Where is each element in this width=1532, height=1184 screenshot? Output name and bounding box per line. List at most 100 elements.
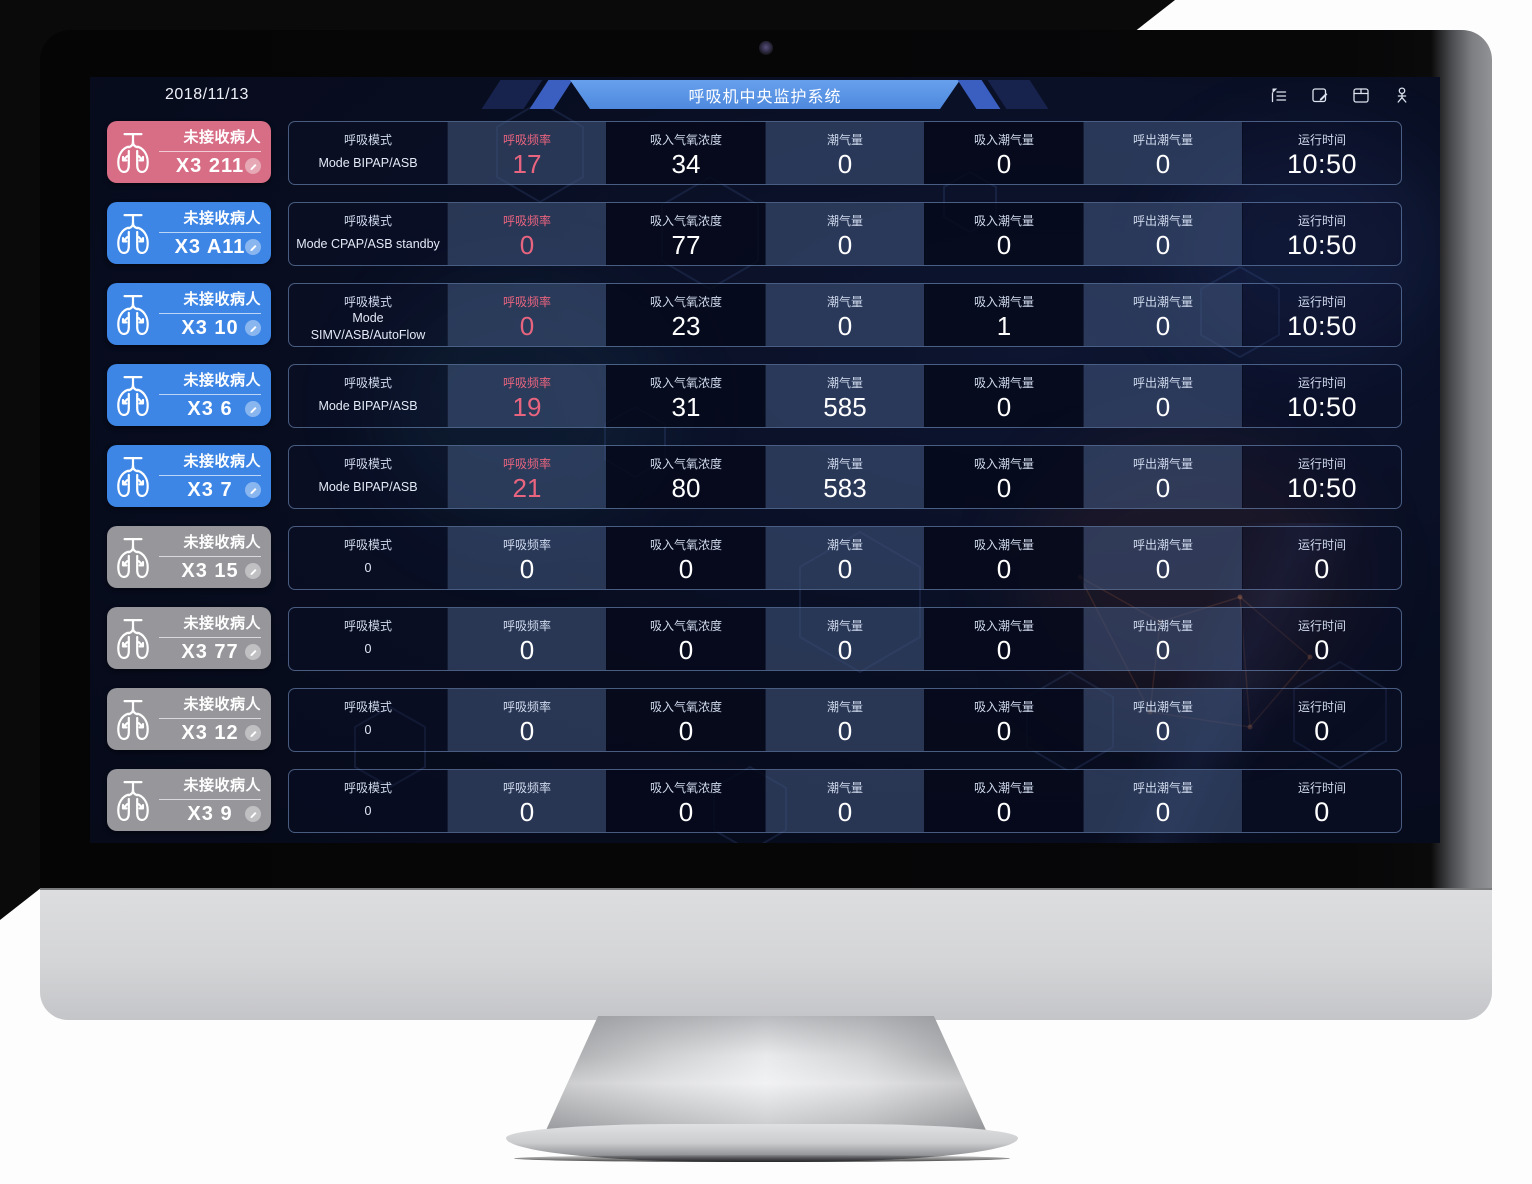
bed-id: X3 6 bbox=[187, 398, 233, 420]
monitor-stand-foot bbox=[506, 1124, 1018, 1162]
cell-mode: 呼吸模式 Mode BIPAP/ASB bbox=[318, 133, 418, 170]
bed-badge[interactable]: 未接收病人 X3 77 bbox=[107, 607, 271, 669]
cell-inhaled-tidal-volume: 吸入潮气量 0 bbox=[924, 770, 1083, 832]
cell-tidal-volume: 潮气量 0 bbox=[765, 608, 924, 670]
bed-badge[interactable]: 未接收病人 X3 15 bbox=[107, 526, 271, 588]
status-label: 未接收病人 bbox=[183, 533, 261, 551]
patient-rows: 未接收病人 X3 211 呼吸模式 Mode BIPAP/ASB 呼吸频率 bbox=[90, 121, 1440, 843]
cell-inhaled-tidal-volume: 吸入潮气量 0 bbox=[924, 608, 1083, 670]
cell-tidal-volume: 潮气量 0 bbox=[765, 770, 924, 832]
edit-bed-icon[interactable] bbox=[245, 724, 261, 741]
patient-row: 未接收病人 X3 15 呼吸模式 0 呼吸频率 0 bbox=[90, 526, 1440, 590]
patient-row: 未接收病人 X3 6 呼吸模式 Mode BIPAP/ASB 呼吸频率 bbox=[90, 364, 1440, 428]
badge-divider bbox=[159, 474, 261, 476]
bed-badge[interactable]: 未接收病人 X3 12 bbox=[107, 688, 271, 750]
bed-id: X3 7 bbox=[187, 479, 233, 501]
cell-tidal-volume: 潮气量 583 bbox=[765, 446, 924, 508]
cell-runtime: 运行时间 10:50 bbox=[1242, 284, 1401, 346]
bed-id: X3 10 bbox=[181, 317, 239, 339]
system-title-plate: 呼吸机中央监护系统 bbox=[570, 80, 960, 109]
bed-badge[interactable]: 未接收病人 X3 211 bbox=[107, 121, 271, 183]
bed-badge[interactable]: 未接收病人 X3 7 bbox=[107, 445, 271, 507]
lungs-icon bbox=[107, 121, 159, 183]
patient-row: 未接收病人 X3 9 呼吸模式 0 呼吸频率 0 bbox=[90, 769, 1440, 833]
cell-respiratory-rate: 呼吸频率 21 bbox=[447, 446, 606, 508]
edit-bed-icon[interactable] bbox=[245, 643, 261, 660]
app-screen: 2018/11/13 呼吸机中央监护系统 bbox=[90, 77, 1440, 843]
badge-divider bbox=[159, 798, 261, 800]
edit-bed-icon[interactable] bbox=[245, 481, 261, 498]
layout-icon[interactable] bbox=[1351, 85, 1371, 105]
lungs-icon bbox=[107, 688, 159, 750]
bed-badge[interactable]: 未接收病人 X3 10 bbox=[107, 283, 271, 345]
cell-mode: 呼吸模式 0 bbox=[343, 538, 392, 575]
edit-note-icon[interactable] bbox=[1310, 85, 1330, 105]
date-label: 2018/11/13 bbox=[165, 86, 249, 103]
edit-bed-icon[interactable] bbox=[245, 562, 261, 579]
cell-mode: 呼吸模式 0 bbox=[343, 700, 392, 737]
bed-badge[interactable]: 未接收病人 X3 9 bbox=[107, 769, 271, 831]
status-label: 未接收病人 bbox=[183, 614, 261, 632]
cell-respiratory-rate: 呼吸频率 0 bbox=[447, 284, 606, 346]
cell-runtime: 运行时间 0 bbox=[1242, 608, 1401, 670]
cell-fio2: 吸入气氧浓度 34 bbox=[606, 122, 765, 184]
patient-row: 未接收病人 X3 12 呼吸模式 0 呼吸频率 0 bbox=[90, 688, 1440, 752]
cell-tidal-volume: 潮气量 0 bbox=[765, 284, 924, 346]
collapse-list-icon[interactable] bbox=[1269, 85, 1289, 105]
badge-divider bbox=[159, 231, 261, 233]
bed-id: X3 A11 bbox=[174, 236, 246, 258]
lungs-icon bbox=[107, 607, 159, 669]
cell-inhaled-tidal-volume: 吸入潮气量 0 bbox=[924, 446, 1083, 508]
monitor-chin bbox=[40, 888, 1492, 1020]
title-banner: 呼吸机中央监护系统 bbox=[405, 80, 1125, 109]
cell-runtime: 运行时间 0 bbox=[1242, 770, 1401, 832]
patient-row: 未接收病人 X3 211 呼吸模式 Mode BIPAP/ASB 呼吸频率 bbox=[90, 121, 1440, 185]
cell-respiratory-rate: 呼吸频率 0 bbox=[447, 203, 606, 265]
cell-respiratory-rate: 呼吸频率 19 bbox=[447, 365, 606, 427]
bed-id: X3 211 bbox=[175, 155, 245, 177]
lungs-icon bbox=[107, 526, 159, 588]
bed-badge[interactable]: 未接收病人 X3 6 bbox=[107, 364, 271, 426]
cell-inhaled-tidal-volume: 吸入潮气量 0 bbox=[924, 527, 1083, 589]
user-icon[interactable] bbox=[1392, 85, 1412, 105]
cell-exhaled-tidal-volume: 呼出潮气量 0 bbox=[1083, 770, 1242, 832]
badge-divider bbox=[159, 717, 261, 719]
edit-bed-icon[interactable] bbox=[245, 400, 261, 417]
edit-bed-icon[interactable] bbox=[245, 805, 261, 822]
cell-tidal-volume: 潮气量 585 bbox=[765, 365, 924, 427]
cell-respiratory-rate: 呼吸频率 0 bbox=[447, 689, 606, 751]
cell-fio2: 吸入气氧浓度 80 bbox=[606, 446, 765, 508]
monitor-stand-neck bbox=[545, 1016, 987, 1132]
cell-mode: 呼吸模式 Mode CPAP/ASB standby bbox=[296, 214, 440, 251]
edit-bed-icon[interactable] bbox=[245, 238, 261, 255]
cell-mode: 呼吸模式 Mode SIMV/ASB/AutoFlow standby bbox=[310, 295, 426, 346]
cell-exhaled-tidal-volume: 呼出潮气量 0 bbox=[1083, 527, 1242, 589]
bed-id: X3 12 bbox=[181, 722, 239, 744]
patient-row: 未接收病人 X3 10 呼吸模式 Mode SIMV/ASB/AutoFlow … bbox=[90, 283, 1440, 347]
cell-exhaled-tidal-volume: 呼出潮气量 0 bbox=[1083, 446, 1242, 508]
cell-tidal-volume: 潮气量 0 bbox=[765, 689, 924, 751]
bed-badge[interactable]: 未接收病人 X3 A11 bbox=[107, 202, 271, 264]
cell-mode: 呼吸模式 0 bbox=[343, 781, 392, 818]
status-label: 未接收病人 bbox=[183, 290, 261, 308]
cell-fio2: 吸入气氧浓度 0 bbox=[606, 527, 765, 589]
cell-exhaled-tidal-volume: 呼出潮气量 0 bbox=[1083, 203, 1242, 265]
cell-fio2: 吸入气氧浓度 23 bbox=[606, 284, 765, 346]
cell-exhaled-tidal-volume: 呼出潮气量 0 bbox=[1083, 284, 1242, 346]
status-label: 未接收病人 bbox=[183, 209, 261, 227]
vitals-panel: 呼吸模式 Mode CPAP/ASB standby 呼吸频率 0 吸入气氧浓度… bbox=[288, 202, 1402, 266]
cell-runtime: 运行时间 0 bbox=[1242, 689, 1401, 751]
lungs-icon bbox=[107, 364, 159, 426]
vitals-panel: 呼吸模式 0 呼吸频率 0 吸入气氧浓度 0 潮气量 0 吸入潮气量 0 呼出潮… bbox=[288, 688, 1402, 752]
status-label: 未接收病人 bbox=[183, 695, 261, 713]
cell-exhaled-tidal-volume: 呼出潮气量 0 bbox=[1083, 689, 1242, 751]
edit-bed-icon[interactable] bbox=[245, 319, 261, 336]
cell-inhaled-tidal-volume: 吸入潮气量 1 bbox=[924, 284, 1083, 346]
lungs-icon bbox=[107, 283, 159, 345]
page-title: 呼吸机中央监护系统 bbox=[688, 88, 842, 106]
lungs-icon bbox=[107, 769, 159, 831]
edit-bed-icon[interactable] bbox=[245, 157, 261, 174]
status-label: 未接收病人 bbox=[183, 452, 261, 470]
bed-id: X3 15 bbox=[181, 560, 239, 582]
vitals-panel: 呼吸模式 Mode BIPAP/ASB 呼吸频率 17 吸入气氧浓度 34 潮气… bbox=[288, 121, 1402, 185]
